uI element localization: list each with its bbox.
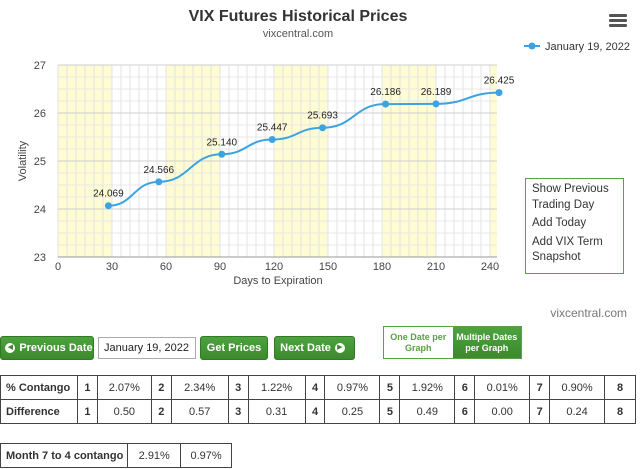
value-cell: 0.50 xyxy=(96,399,152,424)
data-point xyxy=(218,150,226,158)
get-prices-label: Get Prices xyxy=(206,342,262,354)
chart-subtitle: vixcentral.com xyxy=(263,28,333,40)
month-index-cell: 1 xyxy=(76,375,98,400)
data-label: 26.189 xyxy=(421,87,452,98)
x-tick-label: 180 xyxy=(373,261,391,273)
x-tick-label: 0 xyxy=(55,261,61,273)
data-label: 25.693 xyxy=(307,111,338,122)
date-input[interactable] xyxy=(98,337,196,359)
month-contango-value-2: 0.97% xyxy=(180,443,232,468)
chart-context-menu: Show Previous Trading Day Add Today Add … xyxy=(525,178,624,274)
data-point xyxy=(432,100,440,108)
hamburger-menu-icon[interactable] xyxy=(609,14,627,28)
data-point xyxy=(268,136,276,144)
y-tick-label: 24 xyxy=(34,204,46,216)
table-row: Difference 1 0.50 2 0.57 3 0.31 4 0.25 5 0.49 6 0.00… xyxy=(0,399,636,424)
series-line xyxy=(108,91,500,207)
x-tick-label: 150 xyxy=(319,261,337,273)
next-date-label: Next Date xyxy=(280,342,331,354)
legend-entry: January 19, 2022 xyxy=(545,41,630,53)
menu-add-vix-term[interactable]: Add VIX Term xyxy=(532,235,603,248)
menu-show-previous[interactable]: Show Previous Trading Day xyxy=(532,183,609,211)
one-date-per-graph-option[interactable]: One Date per Graph xyxy=(384,327,453,358)
legend-marker xyxy=(528,42,536,50)
contango-table: % Contango 1 2.07% 2 2.34% 3 1.22% 4 0.97% 5 1.92%… xyxy=(0,375,636,424)
month-index-cell: 5 xyxy=(379,375,401,400)
value-cell: 1.22% xyxy=(247,375,306,400)
y-tick-label: 27 xyxy=(34,60,46,72)
data-label: 26.425 xyxy=(484,76,515,87)
month-contango-label: Month 7 to 4 contango xyxy=(0,443,129,468)
data-point xyxy=(382,100,390,108)
chart-title: VIX Futures Historical Prices xyxy=(189,8,408,25)
month-index-cell: 1 xyxy=(76,399,98,424)
data-label: 24.069 xyxy=(93,189,124,200)
previous-date-button[interactable]: ◀ Previous Date xyxy=(0,336,94,360)
data-point xyxy=(319,124,327,132)
value-cell: 0.25 xyxy=(324,399,381,424)
value-cell: 0.90% xyxy=(549,375,606,400)
month-index-cell: 4 xyxy=(304,399,326,424)
menu-add-today[interactable]: Add Today xyxy=(532,217,587,229)
data-point xyxy=(155,178,163,186)
month-contango-table: Month 7 to 4 contango 2.91% 0.97% xyxy=(0,443,232,468)
value-cell: 2.34% xyxy=(170,375,229,400)
month-index-cell: 2 xyxy=(150,375,172,400)
next-date-button[interactable]: Next Date ▶ xyxy=(274,336,355,360)
month-index-cell: 5 xyxy=(379,399,401,424)
value-cell: 0.01% xyxy=(474,375,531,400)
data-point xyxy=(104,202,112,210)
data-label: 24.566 xyxy=(144,165,175,176)
row-label: Difference xyxy=(0,399,78,424)
month-index-cell: 7 xyxy=(529,399,551,424)
multiple-dates-per-graph-option[interactable]: Multiple Dates per Graph xyxy=(452,327,521,358)
data-label: 26.186 xyxy=(370,87,401,98)
x-tick-label: 210 xyxy=(427,261,445,273)
month-index-cell: 2 xyxy=(150,399,172,424)
value-cell: 0.00 xyxy=(474,399,531,424)
value-cell: 0.57 xyxy=(170,399,229,424)
month-index-cell: 7 xyxy=(529,375,551,400)
chevron-left-icon: ◀ xyxy=(5,343,16,353)
data-label: 25.140 xyxy=(207,137,238,148)
x-tick-label: 60 xyxy=(160,261,172,273)
data-point xyxy=(495,89,503,97)
x-tick-label: 240 xyxy=(481,261,499,273)
month-index-cell: 8 xyxy=(604,399,636,424)
x-axis-label: Days to Expiration xyxy=(233,275,322,287)
x-tick-label: 30 xyxy=(106,261,118,273)
y-axis-label: Volatility xyxy=(17,140,29,181)
value-cell: 0.31 xyxy=(247,399,306,424)
chart-area: VIX Futures Historical Prices vixcentral.… xyxy=(17,8,630,320)
value-cell: 0.49 xyxy=(399,399,456,424)
month-index-cell: 3 xyxy=(227,375,249,400)
month-index-cell: 8 xyxy=(604,375,636,400)
y-tick-label: 23 xyxy=(34,252,46,264)
month-index-cell: 4 xyxy=(304,375,326,400)
value-cell: 1.92% xyxy=(399,375,456,400)
table-row: Month 7 to 4 contango 2.91% 0.97% xyxy=(0,443,232,468)
chart-credit: vixcentral.com xyxy=(550,306,627,320)
month-index-cell: 6 xyxy=(454,375,476,400)
month-contango-value-1: 2.91% xyxy=(127,443,182,468)
row-label: % Contango xyxy=(0,375,78,400)
get-prices-button[interactable]: Get Prices xyxy=(200,336,268,360)
graph-mode-toggle: One Date per Graph Multiple Dates per Gr… xyxy=(383,326,522,359)
y-tick-label: 26 xyxy=(34,108,46,120)
value-cell: 0.24 xyxy=(549,399,606,424)
value-cell: 2.07% xyxy=(96,375,152,400)
month-index-cell: 6 xyxy=(454,399,476,424)
previous-date-label: Previous Date xyxy=(19,342,93,354)
y-tick-label: 25 xyxy=(34,156,46,168)
chevron-right-icon: ▶ xyxy=(334,343,345,353)
line-chart: VIX Futures Historical Prices vixcentral.… xyxy=(17,8,630,320)
x-tick-label: 120 xyxy=(265,261,283,273)
x-tick-label: 90 xyxy=(214,261,226,273)
data-label: 25.447 xyxy=(257,123,288,134)
month-index-cell: 3 xyxy=(227,399,249,424)
menu-snapshot[interactable]: Snapshot xyxy=(532,250,581,263)
table-row: % Contango 1 2.07% 2 2.34% 3 1.22% 4 0.97% 5 1.92%… xyxy=(0,375,636,400)
value-cell: 0.97% xyxy=(324,375,381,400)
